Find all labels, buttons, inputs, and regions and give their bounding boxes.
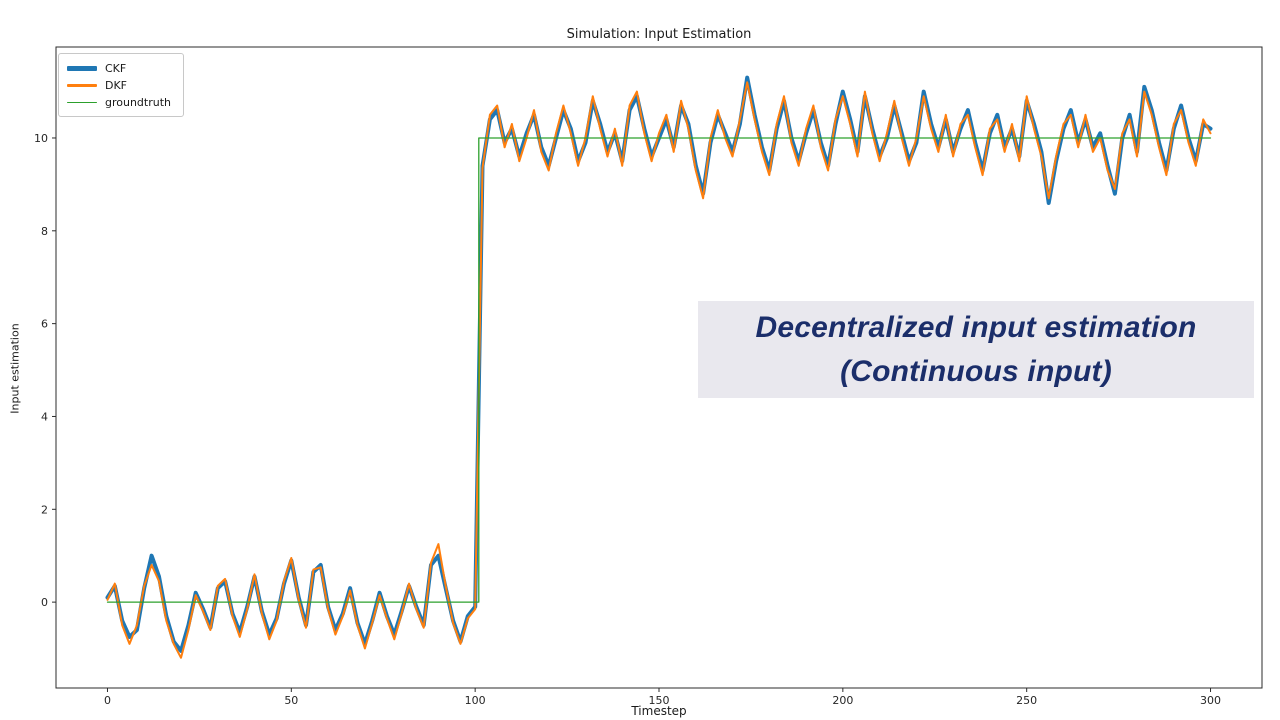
x-tick-label: 200 [832,694,853,707]
y-tick-label: 0 [41,596,48,609]
legend-item-groundtruth: groundtruth [67,94,175,111]
series-line-groundtruth [106,137,1212,603]
legend-label-ckf: CKF [105,62,127,75]
legend-item-dkf: DKF [67,77,175,94]
y-tick-label: 10 [34,132,48,145]
x-axis-label: Timestep [631,704,687,718]
series-line-dkf [106,81,1212,659]
legend-label-dkf: DKF [105,79,128,92]
caption-overlay: Decentralized input estimation (Continuo… [698,301,1254,398]
legend: CKF DKF groundtruth [58,53,184,117]
y-tick-label: 2 [41,503,48,516]
plot-title: Simulation: Input Estimation [566,27,752,42]
x-tick-label: 0 [104,694,111,707]
caption-line-2: (Continuous input) [840,354,1112,388]
y-tick-label: 8 [41,225,48,238]
y-tick-label: 4 [41,410,48,423]
legend-label-groundtruth: groundtruth [105,96,172,109]
ckf-line-swatch [67,66,97,71]
legend-item-ckf: CKF [67,60,175,77]
x-tick-label: 250 [1016,694,1037,707]
x-tick-label: 150 [649,694,670,707]
dkf-line-swatch [67,84,97,87]
x-tick-label: 50 [284,694,298,707]
caption-line-1: Decentralized input estimation [755,310,1197,344]
x-tick-label: 300 [1200,694,1221,707]
y-tick-label: 6 [41,318,48,331]
groundtruth-line-swatch [67,101,97,104]
x-tick-label: 100 [465,694,486,707]
y-axis-label: Input estimation [8,323,22,414]
